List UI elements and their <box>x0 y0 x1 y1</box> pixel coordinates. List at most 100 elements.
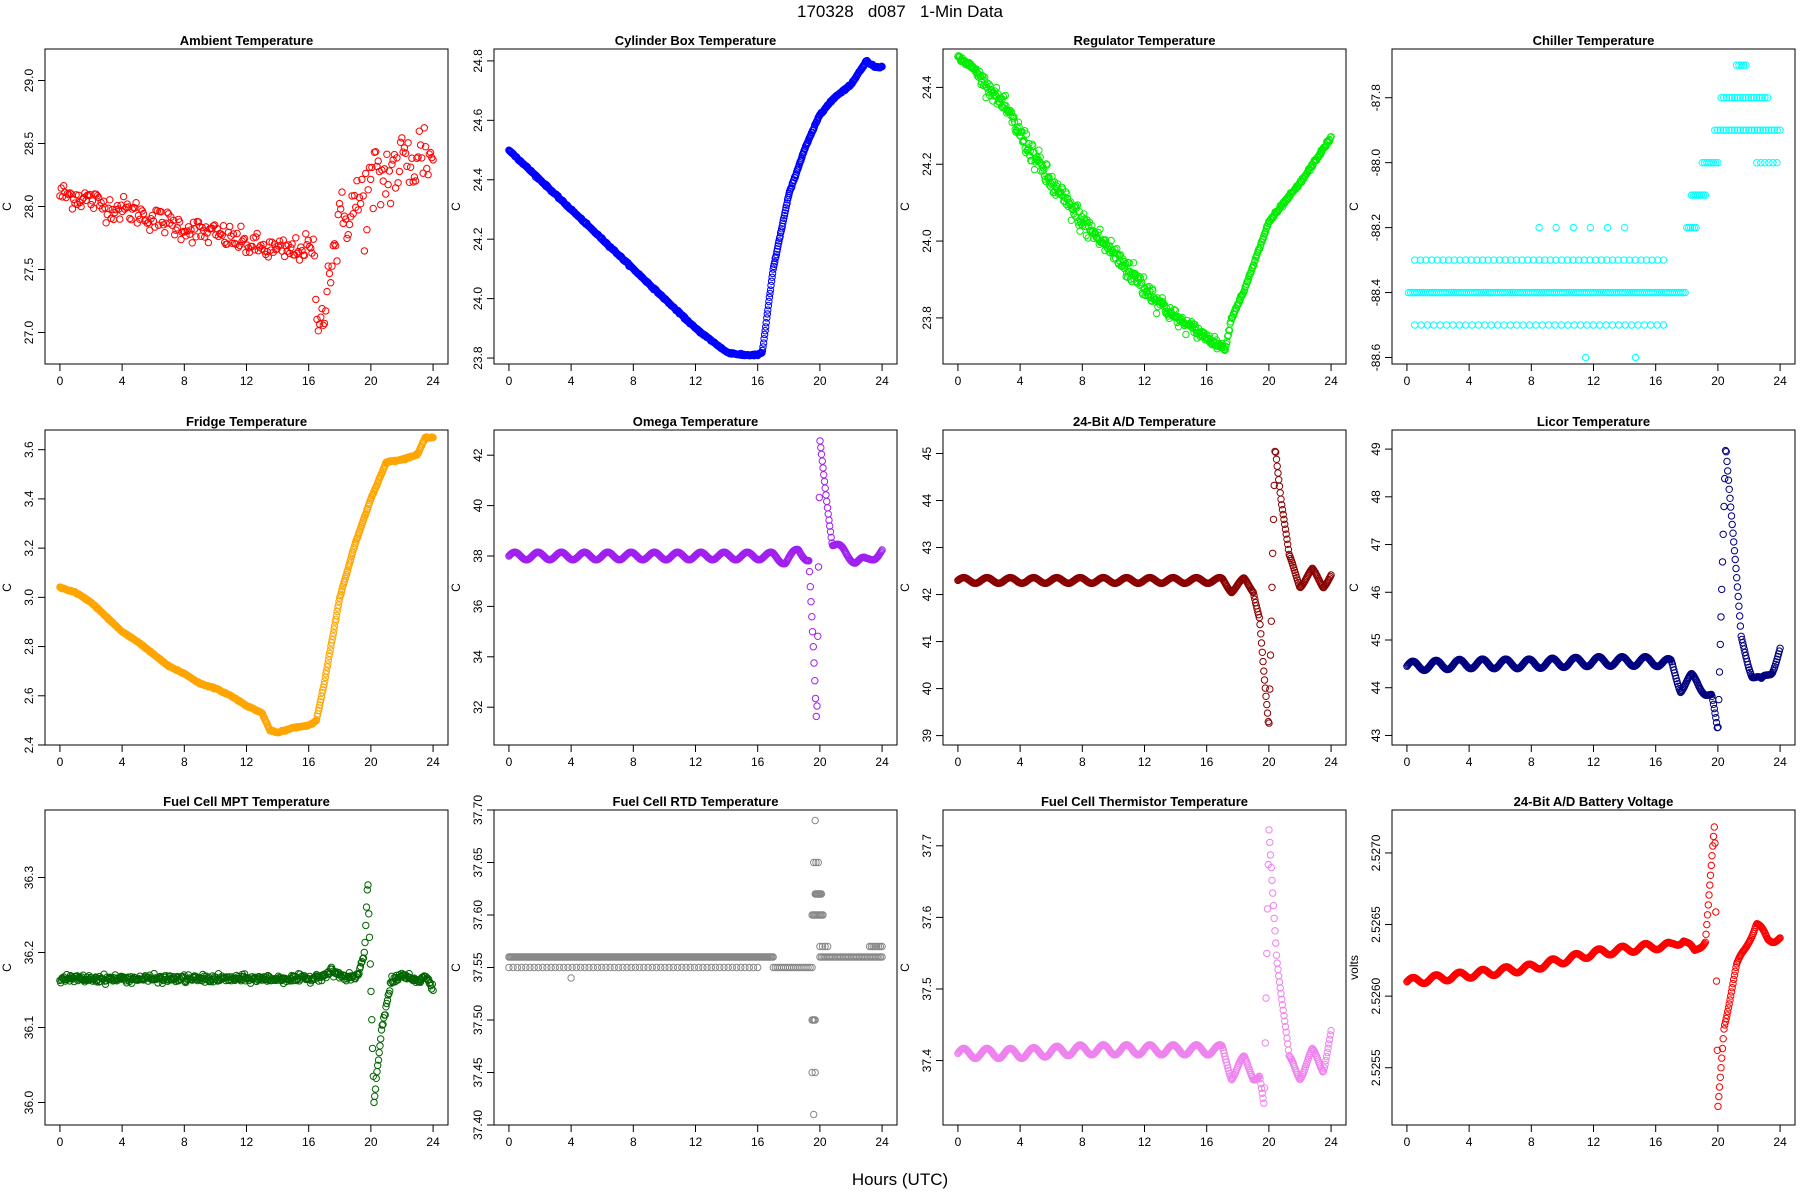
data-point <box>352 203 360 212</box>
data-point <box>1603 223 1612 232</box>
data-point <box>819 464 827 472</box>
data-point <box>426 148 435 157</box>
data-point <box>1411 321 1419 329</box>
data-point <box>353 177 361 185</box>
data-point <box>769 265 777 273</box>
data-point <box>368 1044 377 1053</box>
y-tick-label: 24.0 <box>471 287 485 311</box>
x-tick-label: 16 <box>751 755 765 769</box>
data-point <box>1272 455 1281 463</box>
data-point <box>189 218 198 227</box>
data-point <box>374 157 382 165</box>
y-tick-label: 28.5 <box>22 131 36 155</box>
x-tick-label: 12 <box>689 755 703 769</box>
x-tick-label: 12 <box>240 755 254 769</box>
y-axis-label: C <box>898 583 912 592</box>
y-tick-label: 40 <box>920 682 934 696</box>
data-point <box>766 289 774 298</box>
x-tick-label: 0 <box>1404 374 1411 388</box>
data-point <box>825 516 833 524</box>
data-point <box>361 938 369 947</box>
data-point <box>1732 564 1740 573</box>
data-point <box>176 218 184 226</box>
data-point <box>102 219 110 227</box>
x-tick-label: 4 <box>568 374 575 388</box>
data-point <box>1576 321 1585 329</box>
plot-frame <box>493 429 898 746</box>
data-point <box>818 457 826 465</box>
x-tick-label: 4 <box>1017 755 1024 769</box>
data-point <box>325 269 334 278</box>
y-axis-label: C <box>0 202 14 211</box>
data-point <box>1170 305 1178 314</box>
data-point <box>310 252 319 260</box>
x-tick-label: 0 <box>506 374 513 388</box>
y-tick-label: 36.3 <box>22 865 36 889</box>
x-tick-label: 8 <box>630 755 637 769</box>
data-point <box>302 230 310 238</box>
plot-frame <box>44 429 449 746</box>
data-point <box>305 243 314 251</box>
data-points <box>1403 446 1784 732</box>
data-point <box>817 450 826 458</box>
data-point <box>398 134 406 142</box>
data-point <box>766 286 775 294</box>
y-tick-label: 37.45 <box>471 1057 485 1087</box>
data-point <box>70 195 78 204</box>
data-point <box>1733 583 1742 591</box>
chart-title: Ambient Temperature <box>180 33 313 48</box>
data-point <box>780 211 789 220</box>
data-point <box>218 231 226 239</box>
data-point <box>1736 622 1745 630</box>
data-point <box>1258 648 1267 656</box>
data-point <box>1551 321 1559 329</box>
data-point <box>1260 676 1269 684</box>
y-tick-label: 42 <box>920 588 934 602</box>
data-point <box>1067 216 1076 225</box>
data-point <box>292 234 300 242</box>
data-point <box>332 241 340 250</box>
data-points <box>505 816 886 1119</box>
chart-title: Licor Temperature <box>1537 414 1650 429</box>
data-point <box>760 335 768 343</box>
data-point <box>878 62 886 71</box>
plot-frame <box>44 809 449 1126</box>
data-point <box>384 180 392 189</box>
x-tick-label: 24 <box>1773 755 1787 769</box>
x-tick-label: 4 <box>1466 374 1473 388</box>
data-point <box>314 327 322 335</box>
data-point <box>143 219 152 227</box>
data-point <box>1564 321 1572 329</box>
x-tick-label: 20 <box>364 755 378 769</box>
y-tick-label: 36.2 <box>22 940 36 964</box>
x-tick-label: 4 <box>119 755 126 769</box>
x-tick-label: 24 <box>1324 755 1338 769</box>
data-point <box>1525 321 1534 329</box>
data-point <box>287 244 295 252</box>
data-point <box>194 218 203 226</box>
y-tick-label: 27.0 <box>22 320 36 344</box>
data-point <box>133 219 142 227</box>
data-point <box>297 243 305 251</box>
data-point <box>420 124 428 132</box>
data-point <box>762 319 770 327</box>
data-point <box>375 1048 383 1057</box>
data-point <box>1589 321 1598 329</box>
data-point <box>362 903 371 911</box>
data-point <box>1268 583 1276 591</box>
x-tick-label: 0 <box>955 755 962 769</box>
x-tick-label: 16 <box>302 755 316 769</box>
data-point <box>1083 216 1091 224</box>
data-point <box>765 297 773 306</box>
data-point <box>285 249 294 258</box>
x-tick-label: 8 <box>181 755 188 769</box>
data-point <box>1113 250 1122 258</box>
data-point <box>1224 331 1233 339</box>
data-point <box>317 313 325 321</box>
data-point <box>400 144 409 152</box>
data-point <box>252 233 260 241</box>
y-axis-label: C <box>449 963 463 972</box>
data-point <box>87 200 95 209</box>
